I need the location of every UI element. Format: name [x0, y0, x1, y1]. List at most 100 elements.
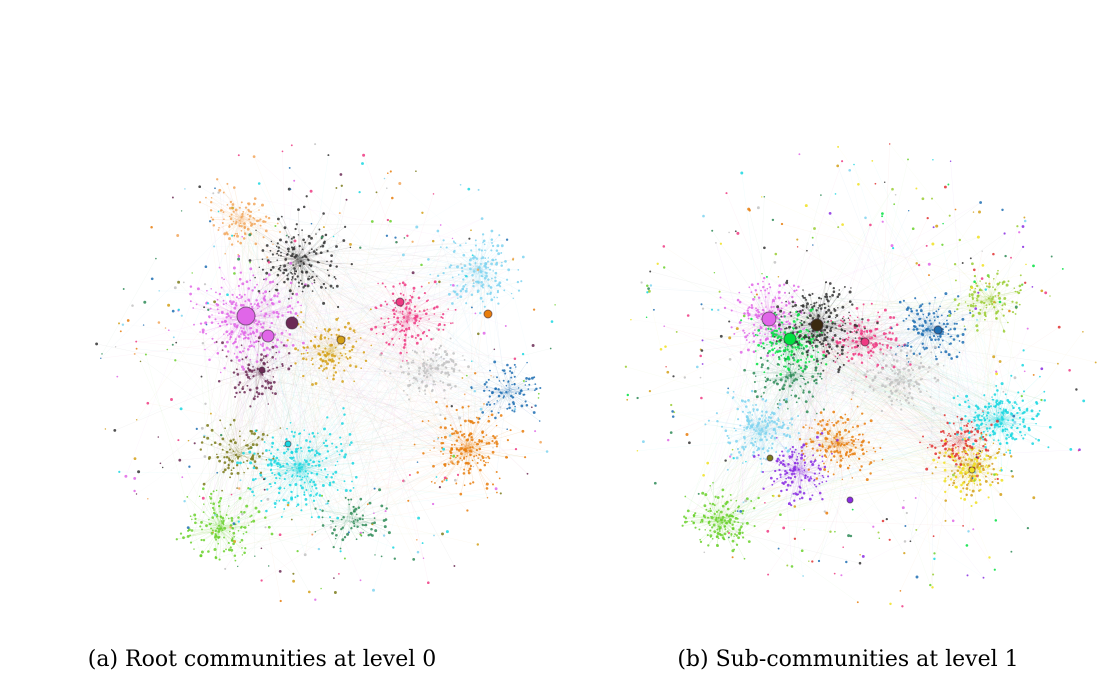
node [453, 463, 455, 465]
node [431, 239, 435, 243]
node [245, 504, 249, 508]
edge [504, 384, 526, 391]
edge [320, 349, 327, 360]
edge [333, 381, 423, 475]
edge [220, 518, 232, 528]
node [279, 477, 281, 480]
node [453, 241, 455, 244]
node [500, 264, 503, 267]
node [297, 349, 300, 351]
node [403, 343, 407, 346]
node [403, 283, 407, 287]
node [235, 464, 239, 467]
edge [430, 368, 441, 416]
node [209, 497, 213, 500]
edge [331, 346, 354, 352]
node [255, 386, 259, 390]
node [300, 352, 303, 355]
node [286, 503, 290, 507]
node [422, 452, 425, 455]
node-layer [95, 143, 556, 603]
edge [331, 297, 495, 478]
edge [115, 309, 250, 347]
node [361, 514, 365, 517]
node [495, 445, 498, 448]
node [444, 371, 448, 375]
edge [300, 474, 347, 491]
edge [219, 451, 232, 462]
node [379, 353, 383, 357]
node [283, 478, 286, 481]
edge [385, 286, 402, 318]
node [459, 244, 462, 247]
node [506, 363, 509, 367]
node [253, 321, 255, 324]
node [499, 492, 502, 495]
edge [207, 303, 333, 356]
edge [469, 441, 497, 451]
node [356, 519, 359, 522]
node [252, 366, 254, 368]
node [230, 213, 233, 216]
node [158, 290, 160, 292]
node [210, 443, 213, 446]
edge [301, 466, 338, 491]
edge [346, 499, 352, 521]
edge [474, 242, 484, 266]
edge [383, 325, 403, 536]
edge [469, 443, 498, 448]
edge [234, 262, 502, 274]
node [243, 347, 246, 349]
edge [232, 348, 268, 541]
node [422, 350, 426, 353]
node [485, 434, 488, 436]
node [254, 319, 257, 322]
node [196, 287, 200, 291]
node [315, 493, 318, 496]
node [545, 450, 549, 453]
node [249, 358, 252, 361]
edge [477, 271, 512, 294]
edge [469, 449, 488, 489]
hub-node [284, 440, 292, 448]
node [481, 411, 485, 414]
node [271, 436, 274, 439]
edge [348, 499, 350, 523]
node [335, 245, 338, 248]
node [274, 358, 277, 360]
edge [222, 505, 247, 531]
edge [455, 242, 478, 272]
node [172, 336, 175, 339]
edge [234, 235, 334, 376]
node [239, 461, 242, 465]
node [266, 463, 270, 467]
node [217, 542, 220, 545]
edge [477, 271, 480, 282]
node [289, 421, 292, 424]
node [261, 268, 264, 271]
node [251, 490, 254, 494]
node [316, 492, 319, 495]
edge [445, 437, 473, 448]
node [214, 318, 217, 321]
edge [463, 446, 470, 470]
node [236, 487, 238, 489]
edge [300, 261, 442, 438]
edge [258, 344, 346, 394]
edge [467, 405, 528, 440]
edge [478, 239, 493, 267]
edge [409, 313, 435, 322]
node [325, 503, 327, 505]
node [146, 401, 150, 405]
node [336, 460, 339, 463]
node [286, 448, 289, 450]
edge [219, 190, 424, 367]
edge [234, 187, 241, 218]
edge [470, 451, 481, 461]
node [213, 341, 216, 344]
edge [219, 501, 221, 528]
edge [423, 356, 442, 376]
node [217, 191, 220, 194]
node [218, 505, 221, 508]
node [295, 292, 299, 296]
